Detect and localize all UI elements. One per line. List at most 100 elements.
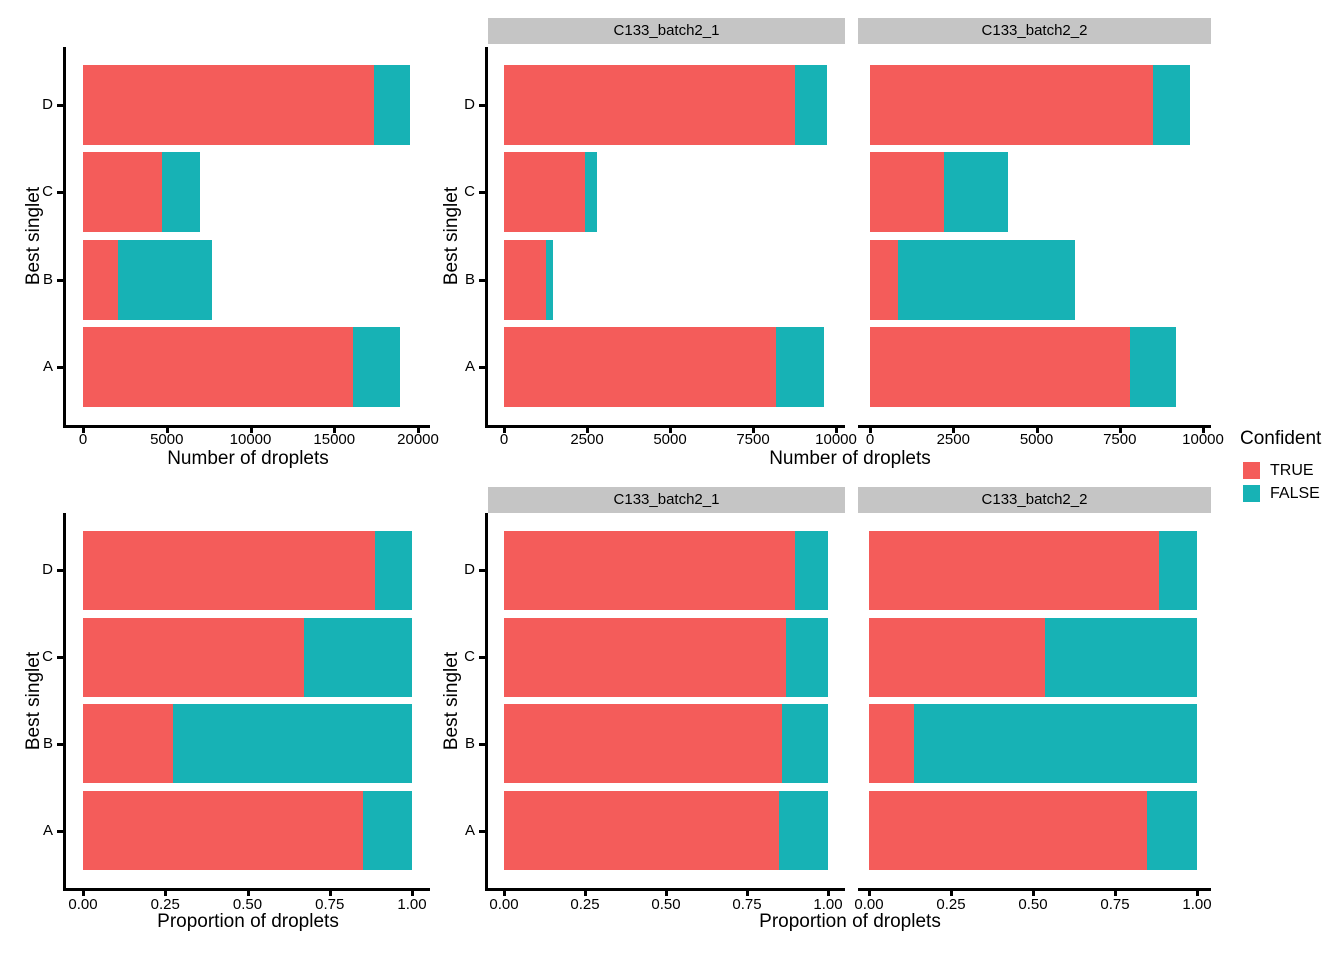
- bar-segment-false-D: [375, 530, 412, 610]
- bar-segment-false-D: [794, 64, 828, 145]
- x-tick-mark: [952, 427, 956, 433]
- y-axis-title: Best singlet: [23, 186, 44, 286]
- x-tick-label: 0.50: [1018, 896, 1048, 913]
- y-tick-mark: [479, 278, 485, 282]
- x-tick-label: 0.25: [936, 896, 966, 913]
- x-tick-mark: [827, 890, 830, 896]
- bar-segment-false-D: [1159, 530, 1197, 610]
- y-tick-label-D: D: [42, 95, 53, 113]
- bar-segment-false-C: [786, 617, 828, 697]
- x-axis-line: [485, 888, 845, 891]
- bar-segment-true-A: [83, 327, 353, 408]
- legend-label-true: TRUE: [1270, 462, 1314, 479]
- x-tick-mark: [503, 890, 506, 896]
- legend-title: Confident: [1240, 428, 1322, 449]
- bar-segment-true-B: [869, 704, 915, 784]
- bar-segment-true-D: [504, 530, 796, 610]
- legend-swatch-true-icon: [1243, 462, 1260, 479]
- x-tick-label: 5000: [1019, 431, 1054, 448]
- x-tick-mark: [1118, 427, 1122, 433]
- bar-segment-false-D: [1153, 64, 1190, 145]
- y-tick-label-A: A: [464, 358, 475, 376]
- x-tick-mark: [950, 890, 953, 896]
- x-tick-mark: [1035, 427, 1039, 433]
- y-tick-mark: [479, 569, 485, 573]
- y-tick-label-B: B: [42, 734, 53, 752]
- y-tick-label-C: C: [42, 183, 53, 201]
- x-tick-label: 0.00: [489, 896, 519, 913]
- x-tick-label: 10000: [1182, 431, 1224, 448]
- x-tick-mark: [665, 890, 668, 896]
- bar-segment-true-A: [83, 791, 363, 871]
- x-tick-label: 10000: [229, 431, 272, 448]
- x-tick-label: 0.25: [150, 896, 180, 913]
- x-tick-label: 2500: [570, 431, 604, 448]
- x-tick-label: 15000: [313, 431, 356, 448]
- legend: Confident TRUE FALSE: [1240, 429, 1321, 502]
- x-tick-label: 7500: [1103, 431, 1137, 448]
- x-tick-label: 1.00: [813, 896, 843, 913]
- y-tick-mark: [479, 366, 485, 370]
- bar-segment-true-B: [870, 239, 899, 320]
- bar-segment-true-A: [504, 327, 777, 408]
- bar-segment-false-C: [584, 152, 597, 233]
- facet-strip: C133_batch2_1: [488, 487, 845, 513]
- y-tick-mark: [57, 829, 63, 833]
- bar-segment-true-B: [83, 704, 173, 784]
- x-tick-mark: [164, 890, 168, 896]
- bar-segment-true-D: [83, 64, 374, 145]
- bar-segment-true-D: [870, 64, 1154, 145]
- bar-segment-true-C: [83, 617, 304, 697]
- bar-segment-true-C: [504, 617, 787, 697]
- x-tick-mark: [165, 427, 169, 433]
- x-tick-mark: [869, 427, 872, 433]
- x-tick-mark: [1196, 890, 1199, 896]
- x-tick-mark: [669, 427, 672, 433]
- y-axis-title: Best singlet: [441, 186, 462, 286]
- legend-swatch-false-icon: [1243, 485, 1260, 502]
- bar-segment-true-C: [870, 152, 945, 233]
- bar-segment-true-C: [83, 152, 162, 233]
- x-tick-label: 0.50: [651, 896, 681, 913]
- x-axis-line: [485, 425, 845, 428]
- bar-segment-false-B: [118, 239, 212, 320]
- y-tick-label-A: A: [42, 358, 53, 376]
- bar-segment-false-A: [362, 791, 412, 871]
- bar-segment-true-A: [870, 327, 1130, 408]
- y-tick-mark: [479, 103, 485, 107]
- bar-segment-true-D: [869, 530, 1160, 610]
- y-tick-mark: [57, 103, 63, 107]
- x-tick-label: 2500: [936, 431, 970, 448]
- x-tick-label: 0: [499, 431, 509, 448]
- x-tick-mark: [82, 427, 85, 433]
- y-tick-label-C: C: [464, 648, 475, 666]
- x-axis-line: [858, 425, 1211, 428]
- bar-segment-true-A: [504, 791, 780, 871]
- bar-segment-false-A: [352, 327, 401, 408]
- x-tick-mark: [328, 890, 332, 896]
- y-tick-label-D: D: [464, 561, 475, 579]
- bar-segment-false-B: [172, 704, 412, 784]
- bar-segment-false-B: [914, 704, 1197, 784]
- bar-segment-true-D: [504, 64, 795, 145]
- bar-segment-false-C: [944, 152, 1009, 233]
- y-axis-line: [485, 47, 488, 428]
- x-axis-title: Proportion of droplets: [759, 911, 941, 932]
- bar-segment-true-A: [869, 791, 1148, 871]
- y-tick-label-B: B: [464, 270, 475, 288]
- x-tick-mark: [868, 890, 871, 896]
- bar-segment-true-C: [504, 152, 585, 233]
- y-tick-label-B: B: [42, 270, 53, 288]
- y-axis-line: [485, 513, 488, 891]
- facet-strip: C133_batch2_2: [858, 18, 1211, 44]
- bar-segment-true-B: [83, 239, 119, 320]
- y-tick-label-B: B: [464, 734, 475, 752]
- x-tick-mark: [584, 890, 587, 896]
- bar-segment-true-B: [504, 704, 782, 784]
- x-tick-label: 0.00: [854, 896, 884, 913]
- x-tick-mark: [417, 427, 420, 433]
- x-axis-line: [63, 888, 430, 891]
- y-tick-label-C: C: [464, 183, 475, 201]
- x-tick-mark: [746, 890, 749, 896]
- x-axis-line: [63, 425, 430, 428]
